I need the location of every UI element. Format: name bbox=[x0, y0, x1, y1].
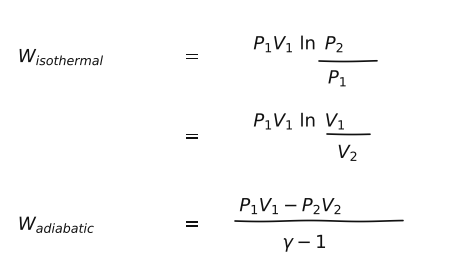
Text: $=$: $=$ bbox=[180, 215, 201, 234]
Text: $W_{adiabatic}$: $W_{adiabatic}$ bbox=[18, 215, 96, 235]
Text: $=$: $=$ bbox=[180, 127, 201, 147]
Text: $P_1V_1\ \ln\ V_1$: $P_1V_1\ \ln\ V_1$ bbox=[253, 110, 346, 132]
Text: $P_1V_1\ \ln\ P_2$: $P_1V_1\ \ln\ P_2$ bbox=[253, 33, 344, 54]
Text: $W_{isothermal}$: $W_{isothermal}$ bbox=[18, 47, 105, 67]
Text: $P_1V_1 - P_2V_2$: $P_1V_1 - P_2V_2$ bbox=[239, 196, 342, 216]
Text: $\gamma - 1$: $\gamma - 1$ bbox=[283, 233, 327, 254]
Text: $=$: $=$ bbox=[180, 48, 201, 67]
Text: $V_2$: $V_2$ bbox=[337, 143, 358, 163]
Text: $P_1$: $P_1$ bbox=[328, 68, 347, 89]
